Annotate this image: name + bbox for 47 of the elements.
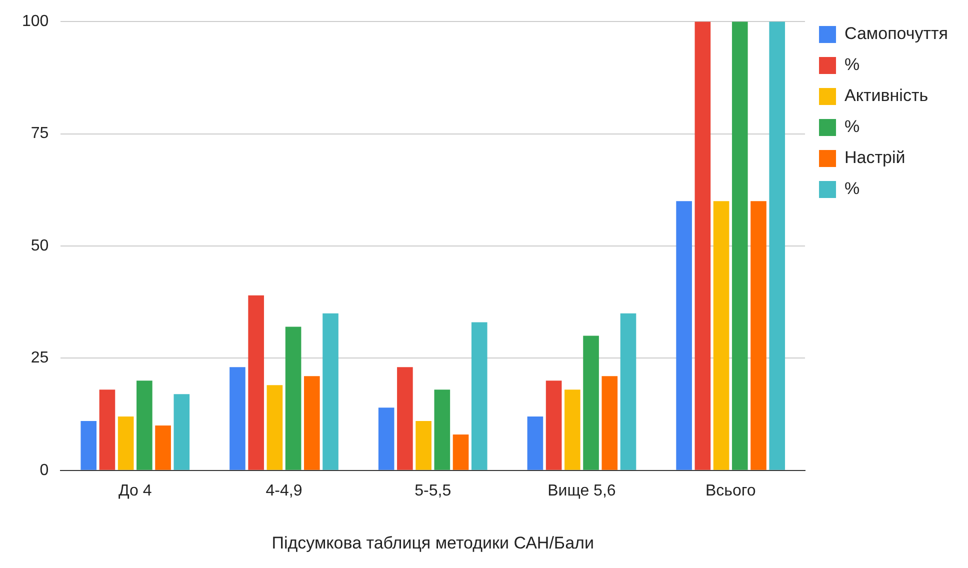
bar [136, 380, 152, 470]
bar [248, 295, 264, 470]
bar [155, 426, 171, 470]
x-tick-label: Всього [705, 482, 756, 500]
legend-label: % [844, 117, 860, 136]
bar [118, 416, 134, 470]
legend-label: Самопочуття [844, 24, 948, 44]
x-tick-label: 5-5,5 [414, 482, 452, 500]
bar [620, 313, 636, 470]
x-axis-title: Підсумкова таблиця методики САН/Бали [272, 533, 594, 552]
legend-label: Активність [844, 86, 928, 106]
bar [322, 313, 338, 470]
bar [378, 408, 394, 470]
bar [713, 201, 730, 470]
bar [676, 201, 692, 470]
x-tick-label: 4-4,9 [266, 482, 302, 500]
bar [732, 22, 748, 470]
bar [80, 421, 97, 470]
legend-label: % [844, 55, 860, 74]
bar [285, 326, 302, 470]
y-tick-label: 50 [30, 237, 49, 254]
bar [750, 201, 766, 470]
bar [452, 434, 469, 470]
legend-label: % [844, 179, 860, 198]
bar [304, 376, 320, 470]
bar [230, 367, 246, 470]
bar [266, 385, 283, 470]
x-tick-label: Вище 5,6 [548, 482, 616, 500]
bar [583, 336, 599, 470]
legend-label: Настрій [844, 148, 906, 168]
bar [769, 22, 786, 470]
bar [174, 394, 190, 470]
bar [397, 367, 413, 470]
bar [416, 421, 432, 470]
bar [471, 322, 488, 470]
y-tick-label: 75 [30, 125, 49, 142]
bar [99, 390, 116, 470]
bar [434, 390, 450, 470]
bar [602, 376, 618, 470]
bar [527, 416, 544, 470]
y-tick-label: 25 [30, 350, 49, 367]
y-tick-label: 100 [22, 13, 49, 30]
y-tick-label: 0 [40, 462, 49, 479]
bar [694, 22, 711, 470]
bar [546, 380, 562, 470]
bar [564, 390, 580, 470]
x-tick-label: До 4 [118, 482, 152, 500]
